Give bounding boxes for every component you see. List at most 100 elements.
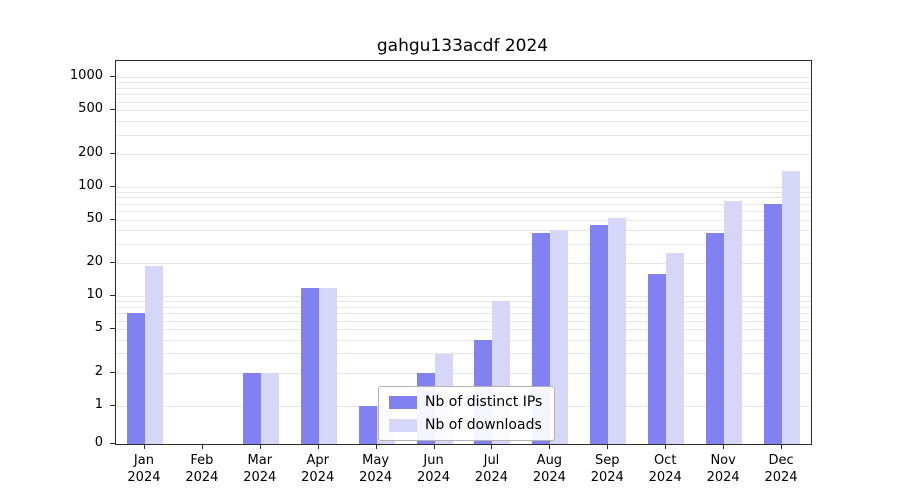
gridline xyxy=(116,77,811,79)
bar-downloads-oct xyxy=(666,252,685,444)
legend-label-downloads: Nb of downloads xyxy=(425,417,542,433)
bar-distinct-ips-nov xyxy=(706,232,725,444)
y-tick-label: 100 xyxy=(78,177,103,193)
y-tick-label: 500 xyxy=(78,101,103,117)
x-tick-month: Apr xyxy=(306,453,329,468)
chart-title: gahgu133acdf 2024 xyxy=(376,36,549,56)
x-tick-mark xyxy=(723,444,725,449)
y-tick-label: 20 xyxy=(86,254,103,270)
x-tick-label-dec: Dec 2024 xyxy=(749,452,813,486)
gridline xyxy=(116,101,811,103)
x-tick-label-sep: Sep 2024 xyxy=(575,452,639,486)
x-tick-mark xyxy=(433,444,435,449)
gridline xyxy=(116,339,811,341)
x-tick-month: Feb xyxy=(190,453,214,468)
x-tick-month: Jan xyxy=(133,453,154,468)
x-tick-label-jun: Jun 2024 xyxy=(402,452,466,486)
x-tick-mark xyxy=(259,444,261,449)
y-tick-mark xyxy=(110,443,115,444)
gridline xyxy=(116,244,811,246)
legend-entry-downloads: Nb of downloads xyxy=(389,417,542,433)
y-tick-mark xyxy=(110,328,115,330)
gridline xyxy=(116,263,811,265)
gridline xyxy=(116,320,811,322)
gridline xyxy=(116,296,811,298)
x-tick-month: Mar xyxy=(247,453,273,468)
x-tick-month: Nov xyxy=(710,453,736,468)
gridline xyxy=(116,301,811,303)
gridline xyxy=(116,134,811,136)
plot-area: Nb of distinct IPs Nb of downloads xyxy=(115,60,812,445)
gridline xyxy=(116,211,811,213)
legend-entry-distinct-ips: Nb of distinct IPs xyxy=(389,394,542,410)
x-tick-mark xyxy=(549,444,551,449)
x-tick-label-nov: Nov 2024 xyxy=(691,452,755,486)
y-tick-label: 10 xyxy=(86,287,103,303)
legend-label-distinct-ips: Nb of distinct IPs xyxy=(425,394,543,410)
legend-swatch-distinct-ips xyxy=(389,395,417,409)
y-tick-mark xyxy=(110,218,115,220)
y-tick-mark xyxy=(110,76,115,78)
y-tick-mark xyxy=(110,404,115,406)
x-tick-year: 2024 xyxy=(648,470,682,485)
bar-distinct-ips-may xyxy=(358,405,377,444)
y-tick-mark xyxy=(110,295,115,297)
gridline xyxy=(116,82,811,84)
x-tick-year: 2024 xyxy=(474,470,508,485)
y-tick-mark xyxy=(110,371,115,373)
bar-downloads-dec xyxy=(782,170,801,444)
x-tick-label-may: May 2024 xyxy=(344,452,408,486)
x-tick-year: 2024 xyxy=(706,470,740,485)
bar-downloads-jan xyxy=(144,265,163,444)
bar-distinct-ips-jan xyxy=(126,313,145,444)
x-tick-year: 2024 xyxy=(416,470,451,485)
bar-distinct-ips-sep xyxy=(590,224,609,444)
x-tick-mark xyxy=(317,444,319,449)
gridline xyxy=(116,313,811,315)
x-tick-label-mar: Mar 2024 xyxy=(228,452,292,486)
bar-distinct-ips-oct xyxy=(648,273,667,444)
legend: Nb of distinct IPs Nb of downloads xyxy=(378,386,556,441)
y-tick-label: 0 xyxy=(94,435,103,450)
x-tick-label-oct: Oct 2024 xyxy=(633,452,697,486)
gridline xyxy=(116,186,811,188)
x-tick-year: 2024 xyxy=(532,470,566,485)
x-tick-mark xyxy=(607,444,609,449)
gridline xyxy=(116,372,811,374)
x-tick-label-feb: Feb 2024 xyxy=(170,452,234,486)
y-tick-label: 200 xyxy=(78,144,103,160)
gridline xyxy=(116,94,811,96)
y-tick-label: 1 xyxy=(94,396,103,412)
x-tick-mark xyxy=(375,444,377,449)
gridline xyxy=(116,353,811,355)
y-tick-label: 1000 xyxy=(69,68,103,84)
y-tick-mark xyxy=(110,109,115,111)
x-tick-mark xyxy=(201,444,203,449)
bar-distinct-ips-mar xyxy=(242,372,261,444)
x-tick-month: Jul xyxy=(483,453,500,468)
bar-downloads-mar xyxy=(260,372,279,444)
gridline xyxy=(116,203,811,205)
x-tick-label-apr: Apr 2024 xyxy=(286,452,350,486)
x-tick-month: Jun xyxy=(423,453,444,468)
x-tick-month: May xyxy=(362,453,390,468)
bar-downloads-nov xyxy=(724,200,743,444)
x-tick-year: 2024 xyxy=(359,470,393,485)
y-tick-mark xyxy=(110,262,115,264)
y-tick-mark xyxy=(110,185,115,187)
gridline xyxy=(116,191,811,193)
x-tick-label-jan: Jan 2024 xyxy=(112,452,176,486)
gridline xyxy=(116,110,811,112)
gridline xyxy=(116,197,811,199)
y-tick-label: 5 xyxy=(94,320,103,336)
gridline xyxy=(116,306,811,308)
x-tick-label-jul: Jul 2024 xyxy=(459,452,523,486)
y-tick-label: 50 xyxy=(86,210,103,226)
x-tick-year: 2024 xyxy=(243,470,277,485)
x-tick-month: Dec xyxy=(768,453,794,468)
gridline xyxy=(116,120,811,122)
x-tick-month: Oct xyxy=(653,453,677,468)
bar-downloads-apr xyxy=(318,287,337,444)
gridline xyxy=(116,88,811,90)
legend-swatch-downloads xyxy=(389,418,417,432)
